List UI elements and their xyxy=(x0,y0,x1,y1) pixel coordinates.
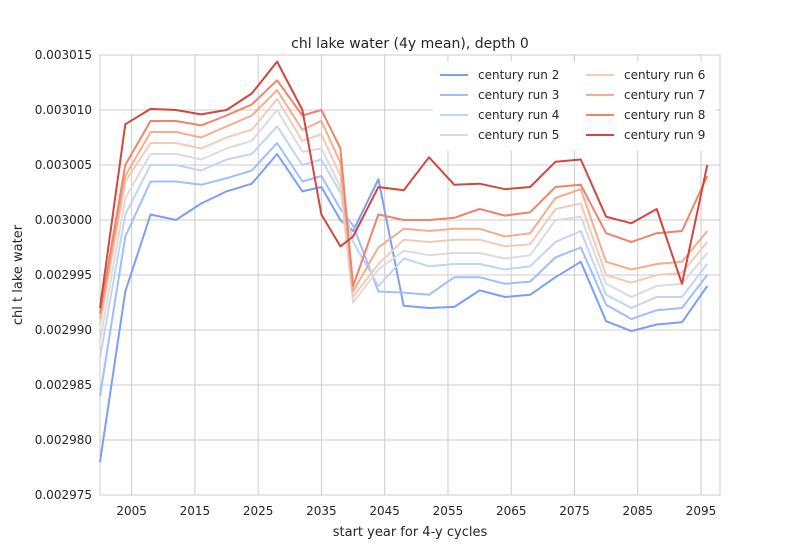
y-axis-label: chl t lake water xyxy=(11,224,26,325)
legend-entry: century run 9 xyxy=(624,128,705,142)
y-tick-label: 0.003010 xyxy=(35,103,92,117)
series-line xyxy=(99,60,709,309)
legend-entry: century run 3 xyxy=(478,88,559,102)
series-line xyxy=(99,79,709,314)
x-axis-label: start year for 4-y cycles xyxy=(333,525,488,540)
series-line xyxy=(99,153,709,463)
x-tick-label: 2035 xyxy=(306,504,337,518)
legend-entry: century run 2 xyxy=(478,68,559,82)
series-century-run-5 xyxy=(99,109,709,342)
y-axis-ticks: 0.002975 0.002980 0.002985 0.002990 0.002995… xyxy=(35,48,92,502)
series-century-run-3 xyxy=(99,142,709,397)
series-century-run-4 xyxy=(99,125,709,358)
series-lines xyxy=(99,60,709,463)
series-century-run-6 xyxy=(99,98,709,325)
y-tick-label: 0.002975 xyxy=(35,488,92,502)
chart-title: chl lake water (4y mean), depth 0 xyxy=(291,36,529,52)
legend-box xyxy=(432,61,716,151)
y-tick-label: 0.003015 xyxy=(35,48,92,62)
x-tick-label: 2085 xyxy=(622,504,653,518)
legend: century run 2 century run 3 century run 4 c… xyxy=(432,61,716,151)
y-tick-label: 0.002985 xyxy=(35,378,92,392)
legend-entry: century run 8 xyxy=(624,108,705,122)
series-line xyxy=(99,142,709,397)
series-line xyxy=(99,89,709,320)
x-tick-label: 2055 xyxy=(433,504,464,518)
x-tick-label: 2095 xyxy=(686,504,717,518)
legend-entry: century run 5 xyxy=(478,128,559,142)
x-tick-label: 2065 xyxy=(496,504,527,518)
series-line xyxy=(99,109,709,342)
legend-entry: century run 4 xyxy=(478,108,559,122)
series-line xyxy=(99,98,709,325)
series-century-run-8 xyxy=(99,79,709,314)
y-tick-label: 0.002995 xyxy=(35,268,92,282)
legend-entry: century run 7 xyxy=(624,88,705,102)
y-tick-label: 0.003000 xyxy=(35,213,92,227)
y-tick-label: 0.003005 xyxy=(35,158,92,172)
y-tick-label: 0.002990 xyxy=(35,323,92,337)
series-line xyxy=(99,125,709,358)
x-tick-label: 2005 xyxy=(116,504,147,518)
y-tick-label: 0.002980 xyxy=(35,433,92,447)
x-tick-label: 2045 xyxy=(369,504,400,518)
series-century-run-7 xyxy=(99,89,709,320)
series-century-run-2 xyxy=(99,153,709,463)
series-century-run-9 xyxy=(99,60,709,309)
x-tick-label: 2015 xyxy=(180,504,211,518)
x-tick-label: 2025 xyxy=(243,504,274,518)
x-axis-ticks: 2005 2015 2025 2035 2045 2055 2065 2075 2085 2095 xyxy=(116,504,716,518)
x-tick-label: 2075 xyxy=(559,504,590,518)
legend-entry: century run 6 xyxy=(624,68,705,82)
